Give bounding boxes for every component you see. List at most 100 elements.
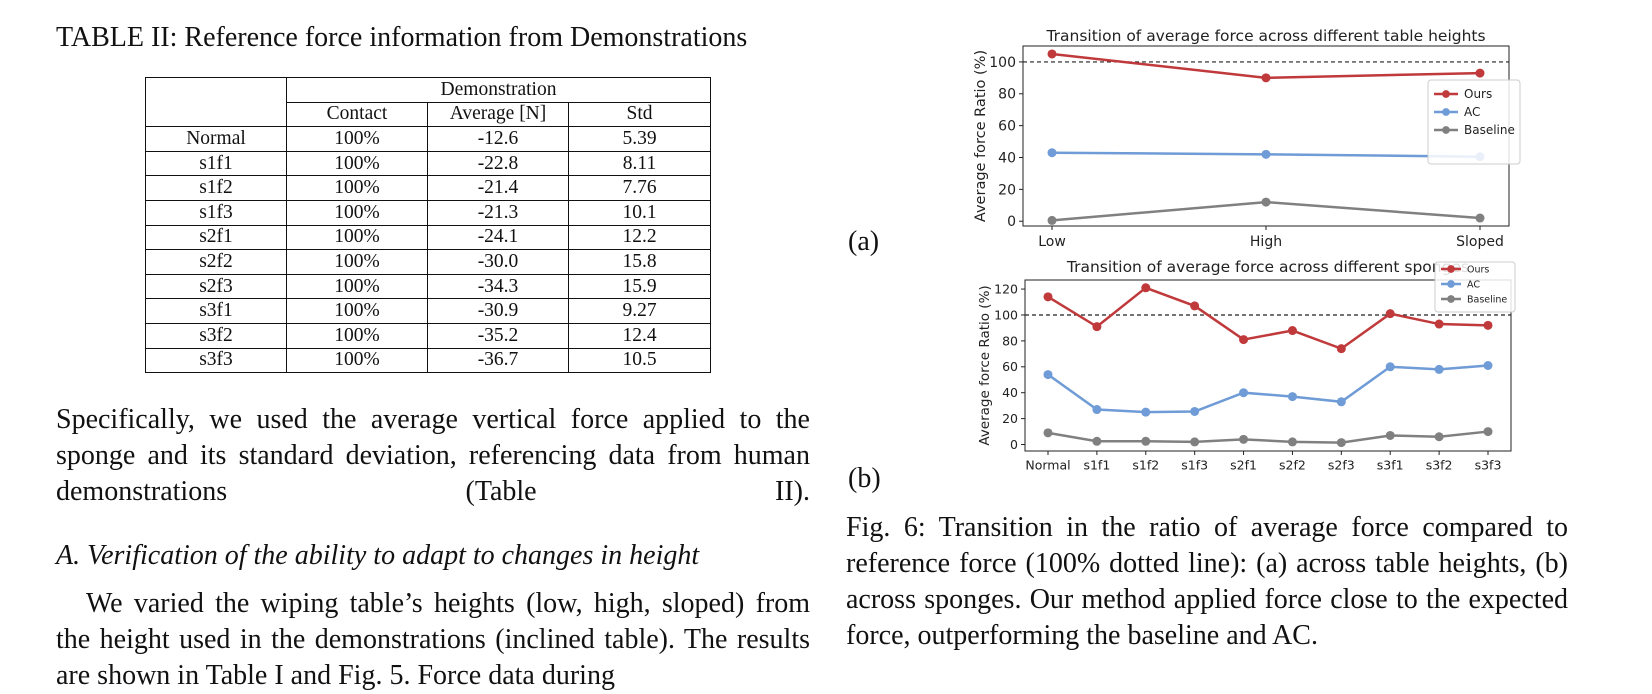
table-cell-contact: 100%	[286, 199, 428, 226]
table-cell-contact: 100%	[286, 347, 428, 374]
data-point-ours	[1287, 326, 1297, 336]
table-corner-cell	[145, 76, 287, 128]
x-tick-label: s3f1	[1377, 458, 1404, 473]
y-tick-label: 120	[994, 281, 1018, 296]
table-cell-std: 10.1	[568, 199, 711, 226]
table-cell-name: s1f1	[145, 150, 287, 177]
data-point-ours	[1190, 301, 1200, 311]
chart-table-heights: Transition of average force across diffe…	[973, 27, 1521, 250]
data-point-baseline	[1336, 438, 1346, 448]
data-point-ours	[1043, 292, 1053, 302]
legend-entry: AC	[1467, 279, 1480, 290]
table-row: s3f2 100% -35.2 12.4	[145, 322, 711, 349]
table-cell-std: 10.5	[568, 347, 711, 374]
table-cell-name: s3f1	[145, 298, 287, 324]
table-caption: TABLE II: Reference force information fr…	[56, 22, 748, 53]
data-point-baseline	[1385, 430, 1395, 440]
panel-label-b: (b)	[848, 463, 881, 494]
x-tick-label: s1f2	[1132, 458, 1159, 473]
legend-marker	[1442, 108, 1450, 116]
data-point-ours	[1434, 319, 1444, 329]
table-cell-average: -22.8	[427, 150, 569, 177]
table-row: s2f2 100% -30.0 15.8	[145, 249, 711, 275]
chart-title: Transition of average force across diffe…	[1045, 27, 1485, 45]
legend-marker	[1447, 280, 1455, 288]
data-point-ours	[1261, 73, 1271, 83]
table-cell-contact: 100%	[286, 298, 428, 324]
reference-force-table: Demonstration Contact Average [N] Std No…	[145, 76, 711, 374]
legend-entry: AC	[1464, 105, 1480, 119]
data-point-baseline	[1475, 213, 1485, 223]
legend-entry: Ours	[1464, 87, 1492, 101]
x-tick-label: s1f3	[1181, 458, 1208, 473]
table-group-header: Demonstration	[286, 77, 711, 103]
data-point-ac	[1336, 397, 1346, 407]
data-point-ac	[1385, 362, 1395, 372]
y-axis-label: Average force Ratio (%)	[977, 285, 993, 445]
panel-label-a: (a)	[848, 226, 880, 257]
data-point-ours	[1483, 320, 1493, 330]
x-tick-label: Sloped	[1456, 234, 1504, 250]
table-cell-contact: 100%	[286, 322, 428, 349]
chart-sponges: Transition of average force across diffe…	[977, 258, 1516, 473]
table-row: s3f3 100% -36.7 10.5	[145, 347, 711, 374]
table-cell-average: -12.6	[427, 126, 569, 152]
y-tick-label: 60	[998, 119, 1016, 135]
data-point-baseline	[1190, 437, 1200, 447]
data-point-baseline	[1261, 197, 1271, 207]
table-row: s2f3 100% -34.3 15.9	[145, 273, 711, 300]
table-cell-contact: 100%	[286, 126, 428, 152]
table-cell-name: s2f1	[145, 224, 287, 251]
table-cell-average: -21.4	[427, 175, 569, 201]
table-cell-average: -30.9	[427, 298, 569, 324]
table-cell-std: 9.27	[568, 298, 711, 324]
data-point-baseline	[1287, 437, 1297, 447]
table-cell-average: -35.2	[427, 322, 569, 349]
data-point-ac	[1239, 388, 1249, 398]
data-point-ac	[1190, 406, 1200, 416]
data-point-ours	[1141, 283, 1151, 293]
table-cell-std: 8.11	[568, 150, 711, 177]
section-heading: A. Verification of the ability to adapt …	[56, 540, 700, 571]
legend-marker	[1442, 126, 1450, 134]
table-body: Normal 100% -12.6 5.39 s1f1 100% -22.8 8.11 s1f2…	[145, 126, 711, 374]
data-point-ours	[1092, 322, 1102, 332]
legend-marker	[1442, 90, 1450, 98]
data-point-ac	[1483, 361, 1493, 370]
table-cell-name: s1f3	[145, 199, 287, 226]
table-cell-name: s3f3	[145, 347, 287, 374]
column-header-contact: Contact	[286, 101, 428, 128]
table-cell-average: -30.0	[427, 249, 569, 275]
x-tick-label: s2f1	[1230, 458, 1257, 473]
x-tick-label: Low	[1038, 234, 1066, 250]
y-tick-label: 100	[994, 307, 1018, 322]
legend-entry: Baseline	[1467, 294, 1507, 305]
data-point-baseline	[1434, 432, 1444, 442]
y-tick-label: 0	[1007, 214, 1016, 230]
table-cell-name: s2f2	[145, 249, 287, 275]
data-point-baseline	[1141, 436, 1151, 446]
plot-frame	[1024, 279, 1512, 452]
table-cell-contact: 100%	[286, 150, 428, 177]
table-row: s1f3 100% -21.3 10.1	[145, 199, 711, 226]
table-cell-name: s2f3	[145, 273, 287, 300]
data-point-ac	[1092, 405, 1102, 415]
y-tick-label: 20	[998, 182, 1016, 198]
data-point-baseline	[1047, 215, 1057, 225]
x-tick-label: s2f3	[1328, 458, 1355, 473]
data-point-ac	[1287, 392, 1297, 402]
x-tick-label: s3f2	[1426, 458, 1453, 473]
data-point-baseline	[1092, 436, 1102, 446]
y-tick-label: 80	[1002, 333, 1018, 348]
y-tick-label: 0	[1010, 437, 1018, 452]
table-cell-contact: 100%	[286, 224, 428, 251]
column-header-std: Std	[568, 101, 711, 128]
table-row: s1f1 100% -22.8 8.11	[145, 150, 711, 177]
legend-box	[1427, 79, 1521, 165]
data-point-ours	[1385, 309, 1395, 319]
table-cell-std: 15.8	[568, 249, 711, 275]
legend-marker	[1447, 265, 1455, 273]
table-row: s1f2 100% -21.4 7.76	[145, 175, 711, 201]
y-tick-label: 40	[998, 150, 1016, 166]
data-point-ac	[1047, 148, 1057, 158]
